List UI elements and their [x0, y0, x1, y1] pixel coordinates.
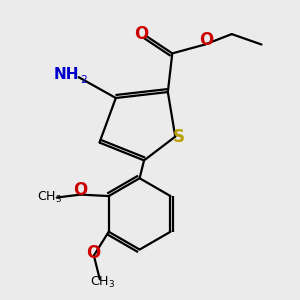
Text: CH$_3$: CH$_3$: [37, 190, 62, 205]
Text: S: S: [173, 128, 185, 146]
Text: O: O: [199, 31, 214, 49]
Text: NH: NH: [53, 67, 79, 82]
Text: O: O: [73, 181, 88, 199]
Text: O: O: [134, 25, 148, 43]
Text: CH$_3$: CH$_3$: [90, 275, 115, 290]
Text: $_2$: $_2$: [80, 71, 88, 86]
Text: O: O: [86, 244, 100, 262]
